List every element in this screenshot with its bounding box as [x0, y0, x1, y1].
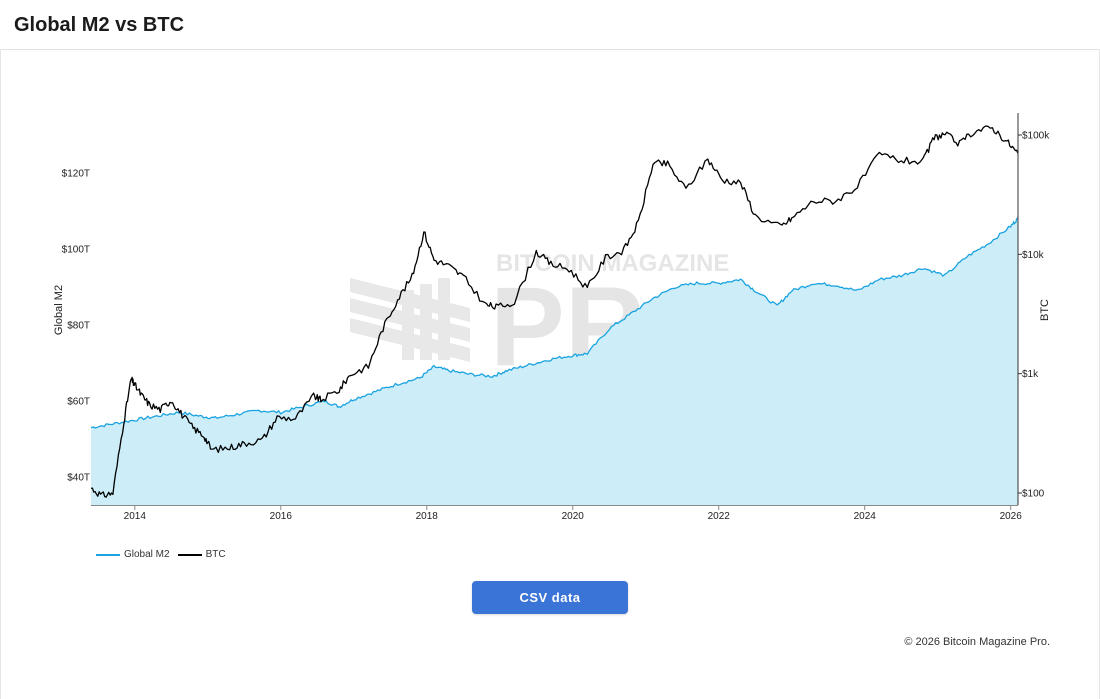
page-header: Global M2 vs BTC [0, 0, 1100, 50]
x-tick-label: 2022 [708, 511, 731, 522]
csv-data-button[interactable]: CSV data [472, 581, 628, 614]
left-tick-label: $120T [62, 169, 90, 180]
right-tick-label: $10k [1022, 250, 1045, 261]
x-axis-ticks: 2014 2016 2018 2020 2022 2024 2026 [124, 505, 1023, 522]
left-axis-label: Global M2 [53, 285, 65, 335]
watermark-logo-icon [350, 278, 470, 362]
legend-swatch-m2 [96, 553, 120, 556]
page-title: Global M2 vs BTC [14, 14, 185, 36]
x-tick-label: 2018 [416, 511, 439, 522]
m2-area [91, 218, 1018, 505]
left-tick-label: $40T [67, 473, 90, 484]
left-axis-ticks: $40T $60T $80T $100T $120T [62, 169, 90, 484]
right-tick-label: $100 [1022, 489, 1045, 500]
right-axis-ticks: $100 $1k $10k $100k [1018, 131, 1050, 500]
x-tick-label: 2016 [270, 511, 293, 522]
legend-label-m2: Global M2 [124, 549, 170, 560]
x-tick-label: 2024 [854, 511, 877, 522]
footer-copyright: © 2026 Bitcoin Magazine Pro. [904, 636, 1050, 648]
legend-item-btc[interactable]: BTC [177, 549, 226, 560]
m2-series [90, 217, 1019, 505]
x-tick-label: 2014 [124, 511, 147, 522]
legend-swatch-btc [177, 553, 202, 556]
legend-label-btc: BTC [205, 549, 226, 560]
btc-series [90, 125, 1019, 498]
left-tick-label: $60T [67, 397, 90, 408]
right-axis-label: BTC [1039, 299, 1051, 321]
x-tick-label: 2020 [562, 511, 585, 522]
legend-item-m2[interactable]: Global M2 [96, 549, 170, 560]
legend: Global M2 BTC [96, 549, 234, 560]
m2-line [90, 217, 1019, 429]
left-tick-label: $80T [67, 321, 90, 332]
btc-line [90, 125, 1019, 498]
right-tick-label: $1k [1022, 369, 1039, 380]
x-tick-label: 2026 [1000, 511, 1023, 522]
right-tick-label: $100k [1022, 131, 1050, 142]
left-tick-label: $100T [62, 245, 90, 256]
